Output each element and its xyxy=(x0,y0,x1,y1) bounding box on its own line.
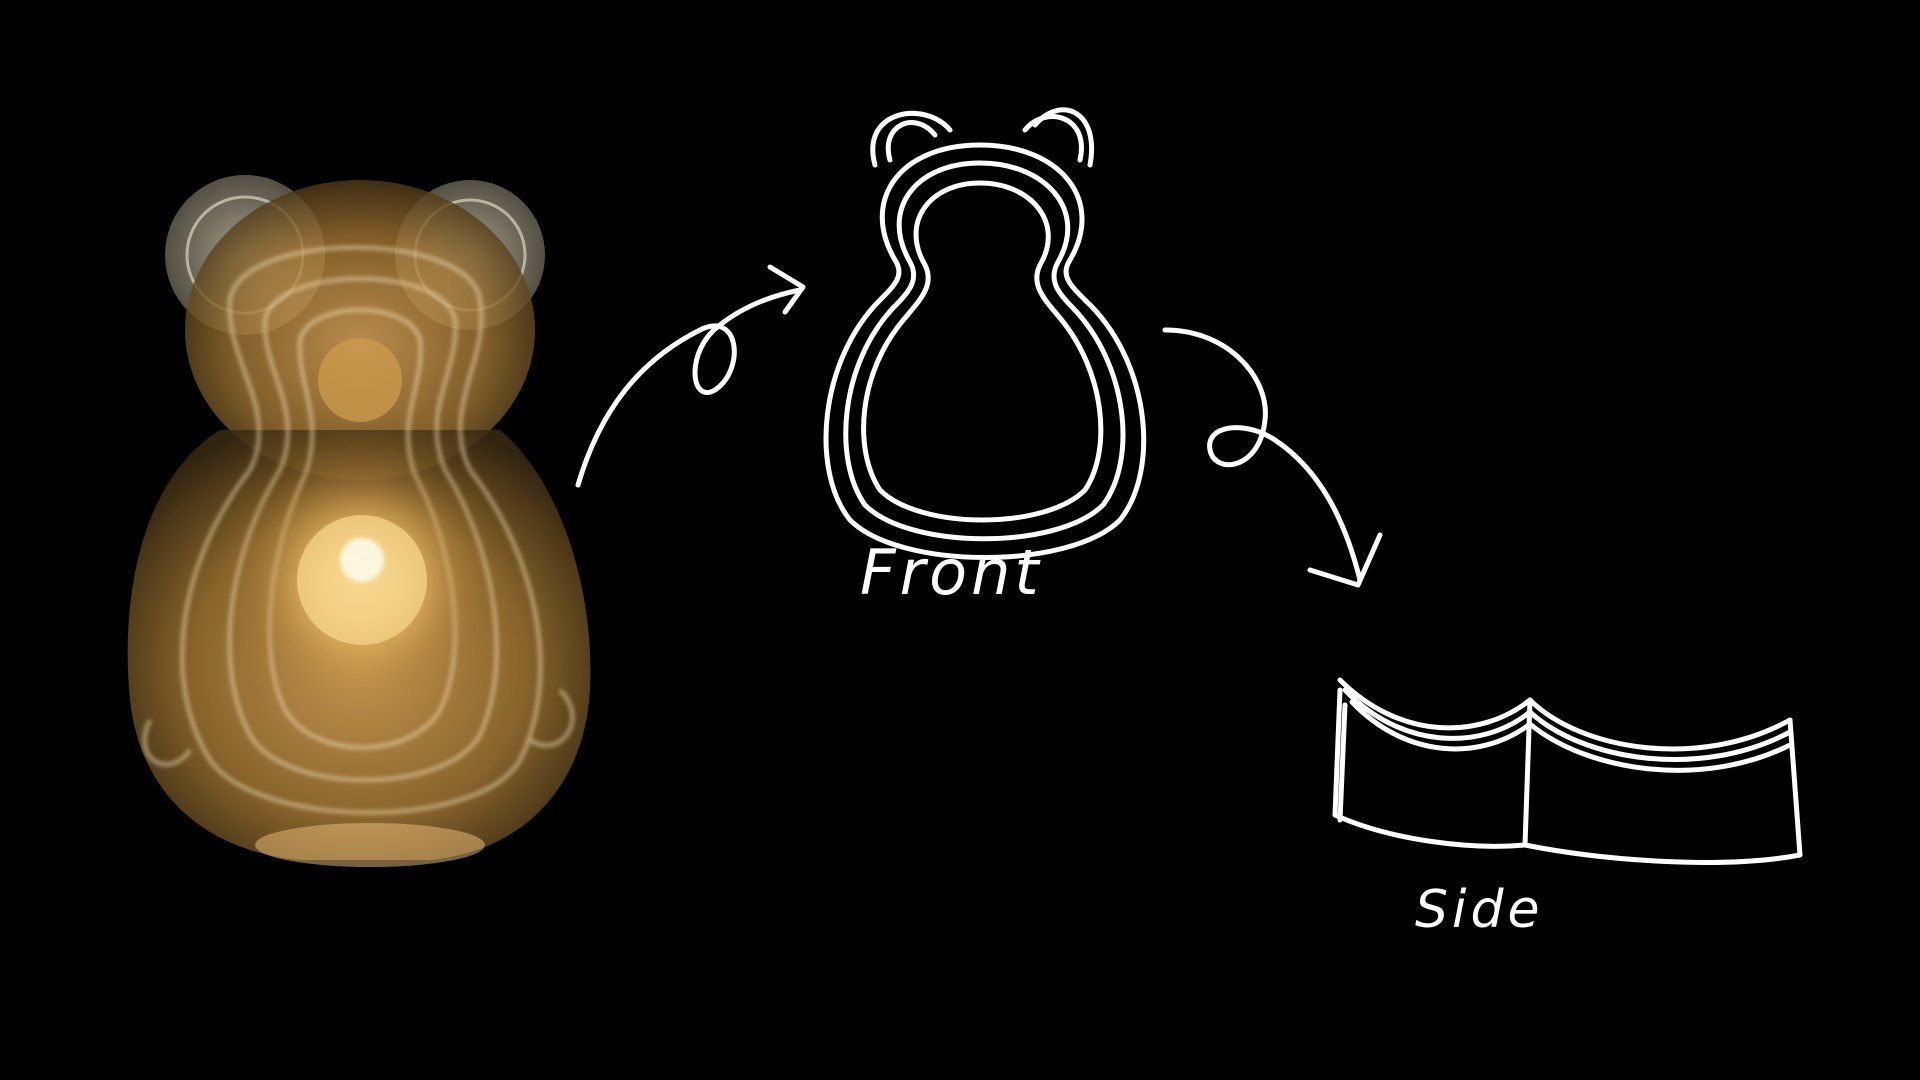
front-view-sketch xyxy=(823,107,1147,560)
side-view-sketch xyxy=(1332,677,1803,865)
arrow-to-side xyxy=(1162,327,1383,588)
arrow-to-front xyxy=(575,264,806,488)
side-label: Side xyxy=(1415,880,1544,940)
front-label: Front xyxy=(860,536,1043,609)
bear-lamp-image xyxy=(127,175,591,867)
